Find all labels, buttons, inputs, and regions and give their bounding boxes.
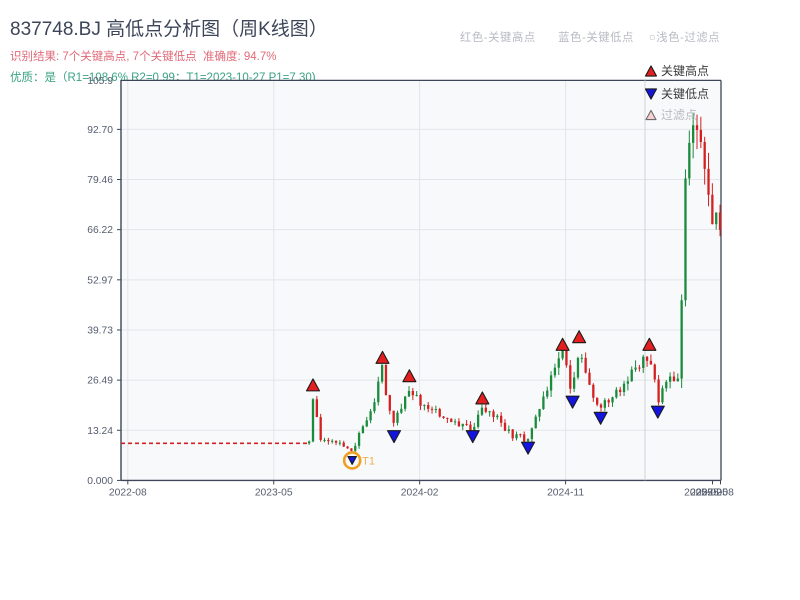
svg-text:92.70: 92.70: [87, 125, 113, 136]
svg-text:2024-02: 2024-02: [401, 487, 439, 498]
svg-text:39.73: 39.73: [87, 325, 113, 336]
svg-text:关键高点: 关键高点: [661, 63, 709, 78]
svg-text:2022-08: 2022-08: [109, 487, 147, 498]
svg-text:关键低点: 关键低点: [661, 87, 709, 101]
svg-text:2024-11: 2024-11: [547, 487, 584, 498]
svg-text:2025-05: 2025-05: [690, 487, 728, 498]
svg-text:0.000: 0.000: [87, 476, 113, 487]
svg-text:T1: T1: [362, 455, 375, 467]
svg-text:66.22: 66.22: [87, 225, 113, 236]
svg-text:过滤点: 过滤点: [661, 108, 697, 122]
svg-text:13.24: 13.24: [87, 426, 113, 437]
svg-text:52.97: 52.97: [87, 275, 113, 286]
svg-text:79.46: 79.46: [87, 175, 113, 186]
svg-text:105.9: 105.9: [87, 76, 113, 87]
svg-text:2023-05: 2023-05: [255, 487, 293, 498]
svg-text:26.49: 26.49: [87, 376, 113, 387]
